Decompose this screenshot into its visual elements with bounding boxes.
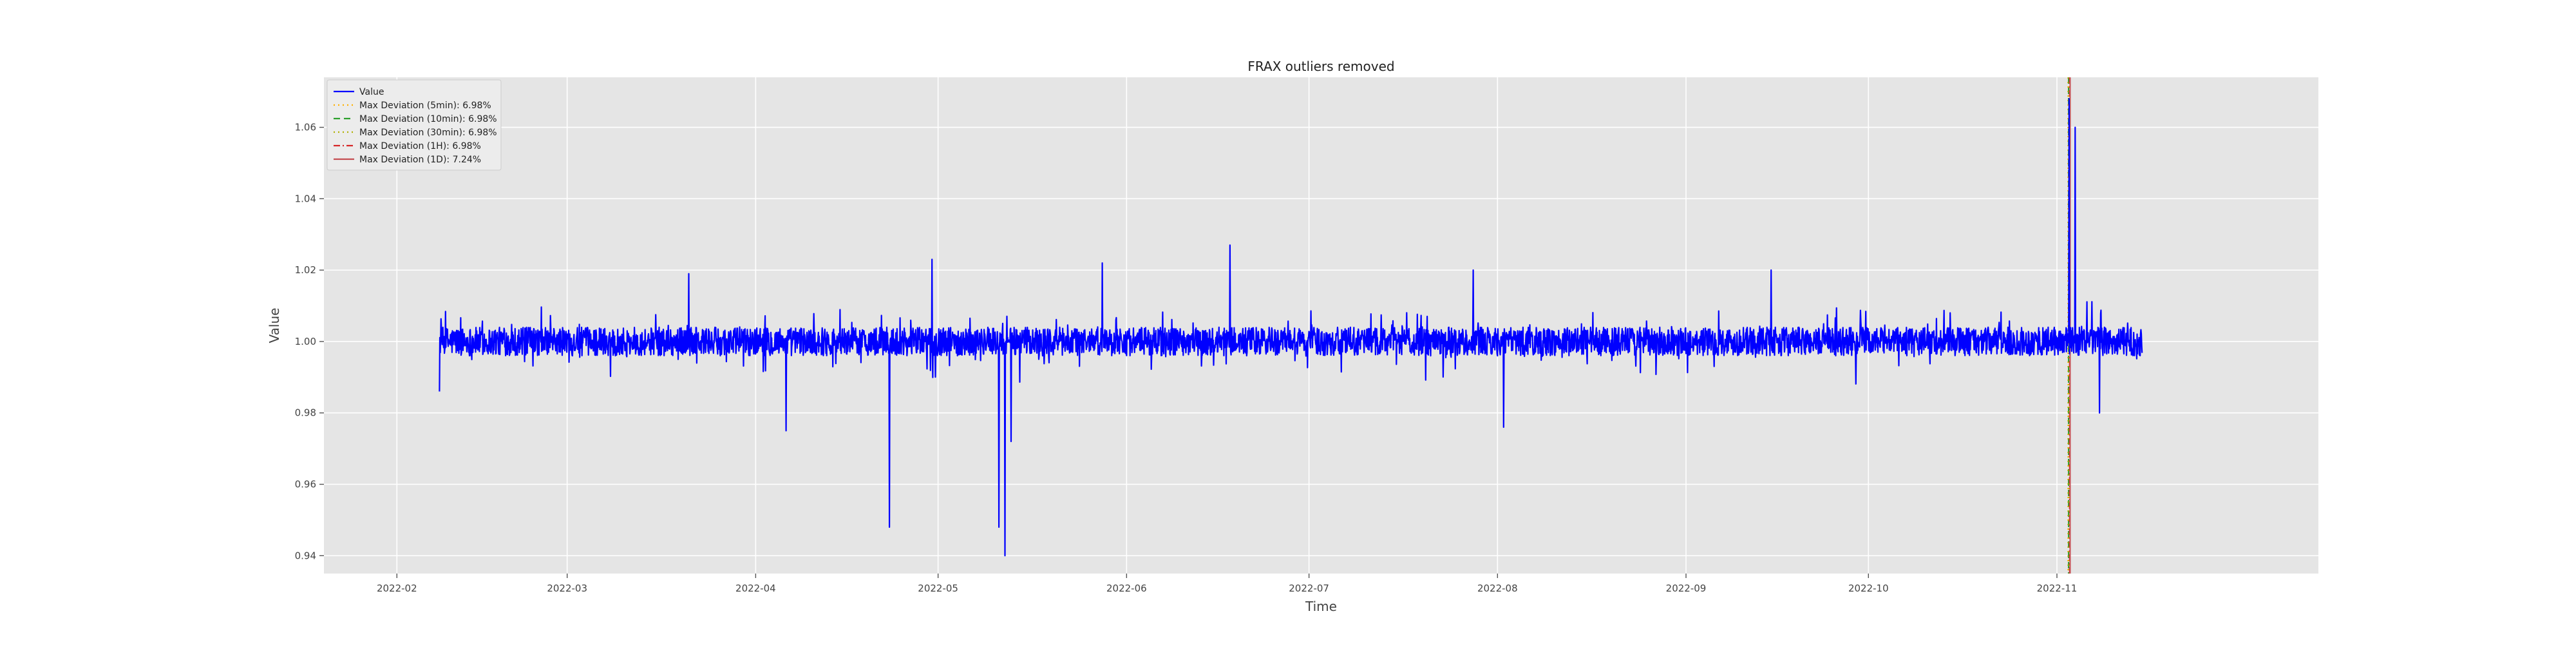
y-tick-label: 0.96 — [295, 479, 316, 490]
legend-label: Value — [359, 87, 384, 97]
y-tick-label: 1.00 — [295, 336, 316, 347]
x-tick-label: 2022-10 — [1848, 583, 1889, 594]
x-tick-label: 2022-07 — [1289, 583, 1329, 594]
chart-title: FRAX outliers removed — [1247, 59, 1394, 74]
x-tick-label: 2022-09 — [1666, 583, 1707, 594]
legend-label: Max Deviation (1D): 7.24% — [359, 155, 481, 165]
y-tick-label: 1.04 — [295, 193, 316, 204]
y-axis-label: Value — [267, 308, 282, 343]
series-layer — [439, 98, 2143, 557]
y-tick-label: 1.06 — [295, 122, 316, 133]
y-tick-label: 0.94 — [295, 550, 316, 561]
x-tick-label: 2022-06 — [1106, 583, 1147, 594]
legend-box — [327, 79, 502, 171]
x-axis: 2022-02 2022-03 2022-04 2022-05 2022-06 2022-… — [377, 574, 2077, 594]
legend-label: Max Deviation (10min): 6.98% — [359, 114, 497, 124]
legend-label: Max Deviation (1H): 6.98% — [359, 141, 481, 151]
x-tick-label: 2022-04 — [735, 583, 776, 594]
x-tick-label: 2022-05 — [918, 583, 958, 594]
x-axis-label: Time — [1305, 599, 1337, 614]
y-axis: 0.94 0.96 0.98 1.00 1.02 1.04 1.06 — [295, 122, 324, 561]
y-tick-label: 1.02 — [295, 264, 316, 276]
x-tick-label: 2022-03 — [547, 583, 587, 594]
y-tick-label: 0.98 — [295, 407, 316, 419]
x-tick-label: 2022-02 — [377, 583, 417, 594]
plot-area — [324, 77, 2318, 574]
legend: Value Max Deviation (5min): 6.98% Max Devi… — [327, 79, 502, 171]
legend-label: Max Deviation (30min): 6.98% — [359, 128, 497, 138]
x-tick-label: 2022-08 — [1477, 583, 1518, 594]
series-line-value — [439, 98, 2143, 557]
legend-label: Max Deviation (5min): 6.98% — [359, 101, 491, 111]
x-tick-label: 2022-11 — [2037, 583, 2078, 594]
